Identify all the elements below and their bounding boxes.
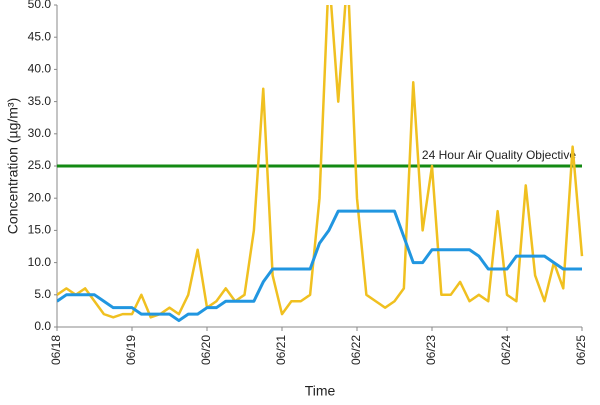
x-tick-label: 06/21 (274, 335, 288, 365)
y-axis-title: Concentration (µg/m³) (5, 98, 21, 234)
y-tick-label: 40.0 (28, 62, 52, 76)
series-line (57, 209, 582, 323)
objective-label: 24 Hour Air Quality Objective (422, 148, 576, 162)
x-tick-label: 06/19 (124, 335, 138, 365)
y-tick-label: 45.0 (28, 29, 52, 43)
x-tick-label: 06/20 (199, 335, 213, 365)
y-tick-label: 10.0 (28, 255, 52, 269)
x-tick-label: 06/25 (574, 335, 588, 365)
x-tick-label: 06/23 (424, 335, 438, 365)
y-tick-label: 15.0 (28, 223, 52, 237)
y-tick-label: 35.0 (28, 94, 52, 108)
x-tick-label: 06/18 (49, 335, 63, 365)
y-tick-label: 50.0 (28, 0, 52, 11)
x-tick-label: 06/24 (499, 335, 513, 365)
y-tick-label: 25.0 (28, 158, 52, 172)
y-tick-label: 20.0 (28, 190, 52, 204)
x-tick-label: 06/22 (349, 335, 363, 365)
x-axis-title: Time (305, 383, 336, 399)
y-tick-label: 30.0 (28, 126, 52, 140)
plot-area (57, 5, 584, 323)
series-line (57, 5, 584, 319)
y-tick-label: 0.0 (34, 319, 51, 333)
y-tick-label: 5.0 (34, 287, 51, 301)
